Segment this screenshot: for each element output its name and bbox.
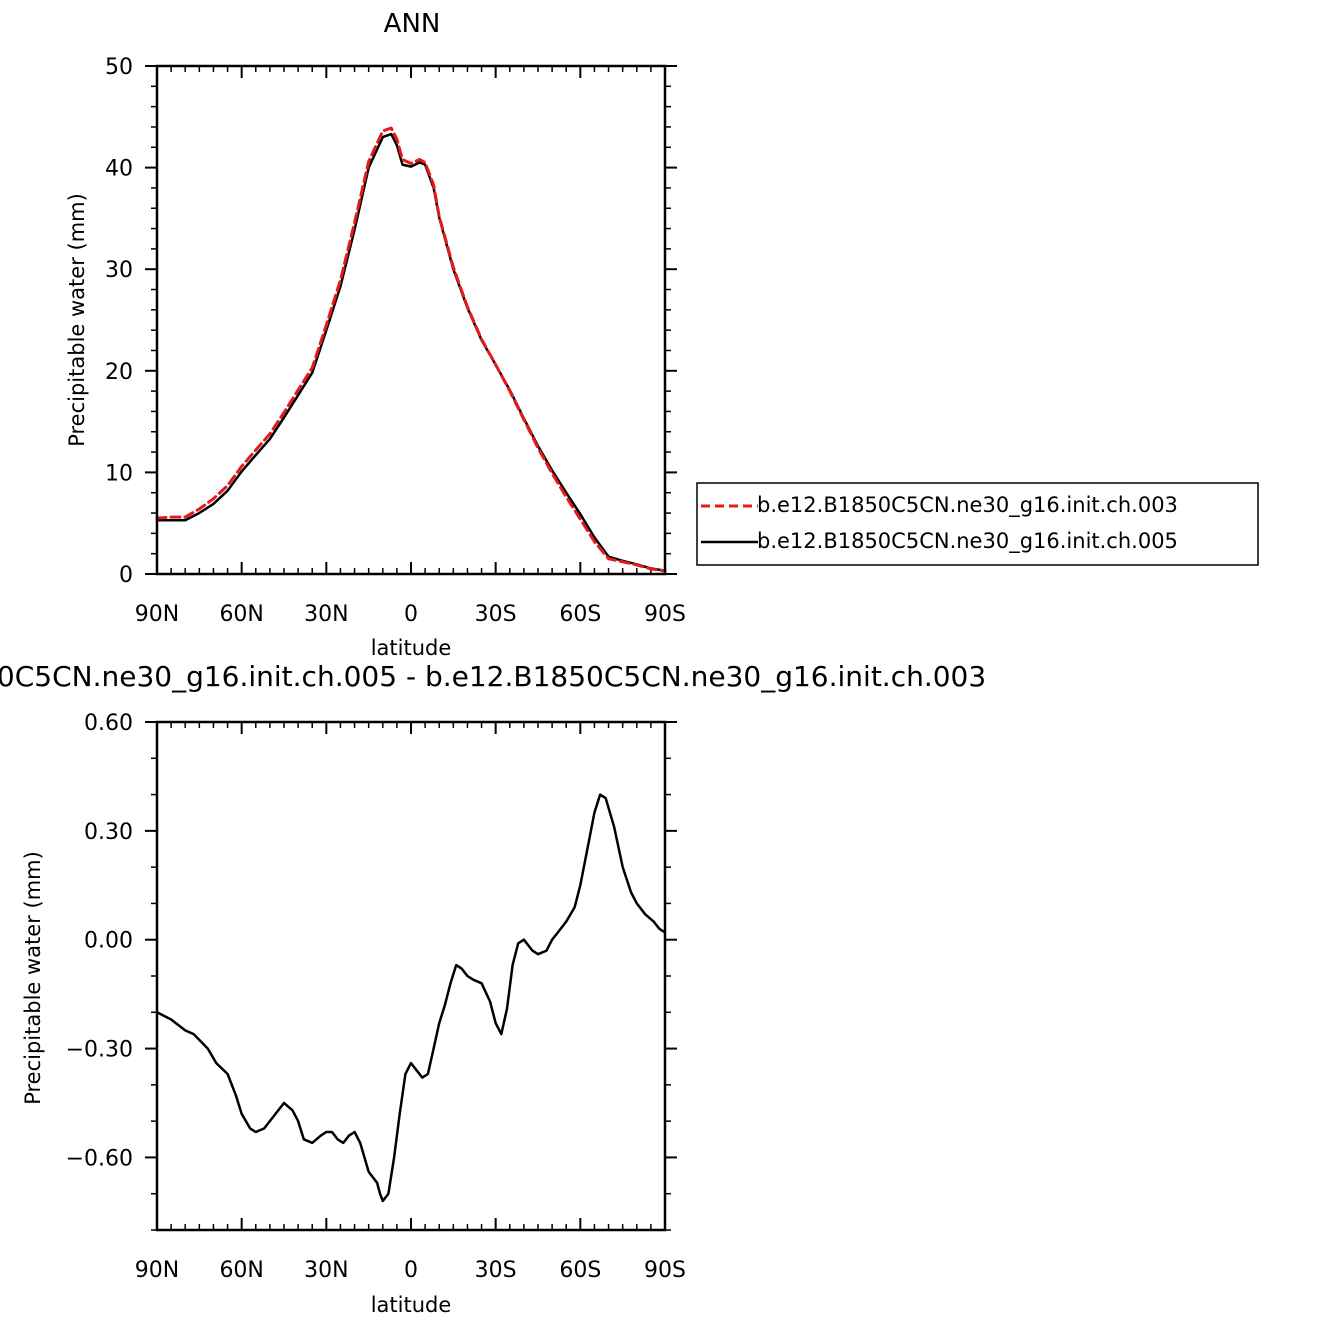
top-chart-x-tick-label: 0 [404, 602, 418, 627]
top-chart-y-tick-label: 30 [105, 258, 133, 283]
top-chart-y-tick-label: 50 [105, 55, 133, 80]
bottom-chart-y-axis-label: Precipitable water (mm) [21, 851, 45, 1105]
top-chart-y-axis-label: Precipitable water (mm) [65, 193, 89, 447]
bottom-chart-y-tick-label: 0.30 [84, 820, 133, 845]
legend-box [696, 482, 1259, 566]
bottom-chart-x-tick-label: 60N [219, 1258, 263, 1283]
bottom-chart: b.e12.B1850C5CN.ne30_g16.init.ch.005 - b… [0, 660, 986, 1317]
bottom-chart-series-line-0 [155, 793, 667, 1203]
top-chart-x-tick-label: 30N [304, 602, 348, 627]
bottom-chart-y-tick-label: 0.60 [84, 711, 133, 736]
bottom-chart-x-tick-label: 90S [644, 1258, 686, 1283]
top-chart-ticks [145, 65, 677, 575]
top-chart-series [155, 126, 667, 573]
bottom-chart-x-tick-label: 30S [475, 1258, 517, 1283]
top-chart-x-tick-label: 60S [559, 602, 601, 627]
top-chart-x-tick-label: 60N [219, 602, 263, 627]
bottom-chart-frame [155, 720, 667, 1232]
top-chart-series-line-0 [155, 126, 667, 573]
top-chart-frame [155, 64, 667, 576]
bottom-chart-y-tick-label: −0.60 [66, 1146, 133, 1171]
top-chart-y-tick-label: 40 [105, 157, 133, 182]
top-chart-series-line-1 [155, 132, 667, 572]
top-chart-tick-labels: 90N 60N 30N 0 30S 60S 90S 0 10 20 30 40 50 [105, 55, 686, 627]
bottom-chart-x-axis-label: latitude [371, 1293, 452, 1317]
top-chart-x-axis-label: latitude [371, 636, 452, 660]
top-chart-x-tick-label: 90N [135, 602, 179, 627]
top-chart-x-tick-label: 30S [475, 602, 517, 627]
top-chart-title: ANN [384, 9, 441, 39]
bottom-chart-ticks [145, 721, 677, 1231]
bottom-chart-y-tick-label: 0.00 [84, 929, 133, 954]
top-chart-legend: b.e12.B1850C5CN.ne30_g16.init.ch.003 b.e… [696, 482, 1259, 566]
bottom-chart-x-tick-label: 60S [559, 1258, 601, 1283]
bottom-chart-y-tick-label: −0.30 [66, 1038, 133, 1063]
legend-label-series-003: b.e12.B1850C5CN.ne30_g16.init.ch.003 [757, 493, 1178, 518]
bottom-chart-series [155, 793, 667, 1203]
legend-label-series-005: b.e12.B1850C5CN.ne30_g16.init.ch.005 [757, 529, 1178, 554]
bottom-chart-x-tick-label: 90N [135, 1258, 179, 1283]
bottom-chart-x-tick-label: 30N [304, 1258, 348, 1283]
bottom-chart-x-tick-label: 0 [404, 1258, 418, 1283]
top-chart-y-tick-label: 20 [105, 360, 133, 385]
bottom-chart-tick-labels: 90N 60N 30N 0 30S 60S 90S −0.60 −0.30 0.00 0.30 0.6… [66, 711, 686, 1283]
top-chart: ANN 90N 60N 30N 0 30S 60S 90S 0 10 20 30 40 50 latit… [65, 9, 1259, 660]
top-chart-y-tick-label: 0 [119, 563, 133, 588]
top-chart-y-tick-label: 10 [105, 461, 133, 486]
bottom-chart-title: b.e12.B1850C5CN.ne30_g16.init.ch.005 - b… [0, 660, 986, 693]
top-chart-x-tick-label: 90S [644, 602, 686, 627]
